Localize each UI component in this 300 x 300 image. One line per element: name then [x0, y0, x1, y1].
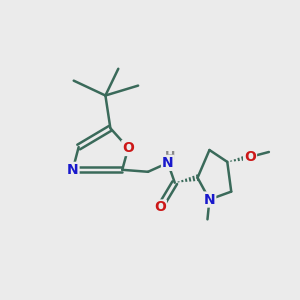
Text: N: N — [204, 193, 215, 206]
Text: N: N — [162, 156, 174, 170]
Text: O: O — [244, 150, 256, 164]
Text: N: N — [67, 163, 79, 177]
Text: O: O — [122, 141, 134, 155]
Text: H: H — [165, 150, 175, 163]
Text: O: O — [154, 200, 166, 214]
